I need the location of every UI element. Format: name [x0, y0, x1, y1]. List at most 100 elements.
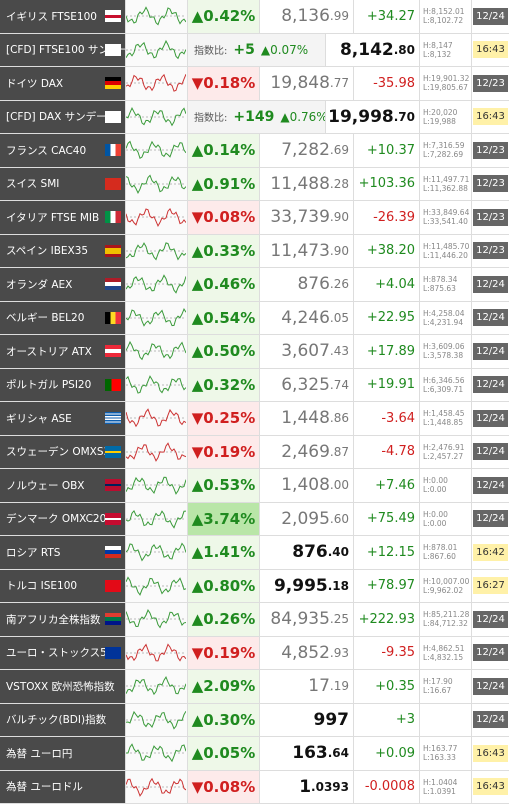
- table-row: デンマーク OMXC20 ▲3.74% 2,095.60 +75.49 H:0.00 L:…: [0, 502, 509, 536]
- price-diff: -35.98: [354, 67, 420, 100]
- date: 12/23: [473, 175, 508, 193]
- index-name: ロシア RTS: [0, 536, 126, 569]
- sparkline-chart: [126, 6, 186, 26]
- sparkline: [126, 603, 188, 636]
- index-name: オーストリア ATX: [0, 335, 126, 368]
- table-row: [CFD] FTSE100 サンデー 指数比: +5 ▲0.07% 8,142.80 H:…: [0, 33, 509, 67]
- name-text: スイス SMI: [6, 178, 60, 191]
- date: 16:43: [473, 41, 508, 59]
- date-cell: 12/24: [472, 637, 509, 670]
- high-low: H:85,211.28 L:84,712.32: [420, 603, 472, 636]
- sparkline: [126, 301, 188, 334]
- high: H:11,497.71: [423, 174, 470, 184]
- price-diff: +22.95: [354, 301, 420, 334]
- high-low: H:878.01 L:867.60: [420, 536, 472, 569]
- index-name: オランダ AEX: [0, 268, 126, 301]
- sparkline-chart: [126, 609, 186, 629]
- flag-icon: [105, 479, 121, 491]
- date: 16:42: [473, 543, 508, 561]
- date-cell: 12/24: [472, 402, 509, 435]
- price: 4,246.05: [260, 301, 354, 334]
- name-text: オーストリア ATX: [6, 345, 92, 358]
- index-name: ノルウェー OBX: [0, 469, 126, 502]
- high: H:0.00: [423, 476, 448, 486]
- name-text: トルコ ISE100: [6, 580, 78, 593]
- high-low: H:10,007.00 L:9,962.02: [420, 569, 472, 602]
- table-row: [CFD] DAX サンデー 指数比: +149 ▲0.76% 19,998.70 H:2…: [0, 100, 509, 134]
- low: L:0.00: [423, 485, 447, 495]
- sparkline-chart: [126, 208, 186, 228]
- date: 12/23: [473, 141, 508, 159]
- name-text: バルチック(BDI)指数: [6, 714, 107, 727]
- name-text: 南アフリカ全株指数: [6, 613, 101, 626]
- date: 12/24: [473, 476, 508, 494]
- ratio-value: +5: [233, 41, 255, 58]
- date-cell: 12/24: [472, 335, 509, 368]
- date: 12/23: [473, 208, 508, 226]
- high: H:33,849.64: [423, 208, 470, 218]
- low: L:4,231.94: [423, 317, 464, 327]
- change-pct: ▼0.08%: [188, 770, 260, 803]
- name-text: イタリア FTSE MIB: [6, 211, 100, 224]
- date: 12/24: [473, 275, 508, 293]
- sparkline: [126, 368, 188, 401]
- ratio-pct: ▲0.76%: [280, 109, 326, 124]
- high: H:878.34: [423, 275, 458, 285]
- flag-icon: [105, 546, 121, 558]
- flag-icon: [105, 278, 121, 290]
- index-name: ユーロ・ストックス50: [0, 636, 126, 669]
- name-text: スペイン IBEX35: [6, 245, 89, 258]
- ratio-label: 指数比:: [194, 113, 228, 125]
- sparkline-chart: [126, 74, 186, 93]
- date: 12/24: [473, 342, 508, 360]
- price-diff: +3: [354, 703, 420, 736]
- date-cell: 16:43: [472, 101, 509, 134]
- flag-icon: [105, 10, 121, 22]
- index-name: ドイツ DAX: [0, 67, 126, 100]
- price: 163.64: [260, 737, 354, 770]
- sparkline-chart: [126, 241, 186, 261]
- price: 876.26: [260, 268, 354, 301]
- change-pct: ▲0.50%: [188, 335, 260, 368]
- high: H:1,458.45: [423, 409, 465, 419]
- high: H:2,476.91: [423, 442, 465, 452]
- index-name: [CFD] DAX サンデー: [0, 100, 126, 133]
- date-cell: 12/24: [472, 670, 509, 703]
- ratio-value: +149: [233, 108, 275, 125]
- flag-icon: [105, 110, 121, 123]
- name-text: 為替 ユーロ円: [6, 747, 73, 760]
- flag-icon: [105, 244, 121, 257]
- index-name: VSTOXX 欧州恐怖指数: [0, 670, 126, 703]
- name-text: VSTOXX 欧州恐怖指数: [6, 680, 115, 693]
- price-diff: +78.97: [354, 569, 420, 602]
- name-text: デンマーク OMXC20: [6, 513, 107, 526]
- high-low: H:2,476.91 L:2,457.27: [420, 435, 472, 468]
- sparkline-chart: [126, 710, 186, 730]
- change-pct: ▼0.25%: [188, 402, 260, 435]
- high: H:85,211.28: [423, 610, 470, 620]
- change-pct: ▼0.18%: [188, 67, 260, 100]
- price: 8,142.80: [326, 33, 420, 66]
- sparkline: [126, 335, 188, 368]
- name-text: [CFD] DAX サンデー: [6, 111, 107, 124]
- sparkline: [126, 502, 188, 535]
- price: 33,739.90: [260, 201, 354, 234]
- price: 9,995.18: [260, 569, 354, 602]
- sparkline-chart: [126, 307, 186, 327]
- change-pct: ▲0.32%: [188, 368, 260, 401]
- price: 8,136.99: [260, 0, 354, 33]
- date: 12/24: [473, 610, 508, 628]
- sparkline-chart: [126, 106, 186, 127]
- index-name: 為替 ユーロドル: [0, 770, 126, 803]
- table-row: ギリシャ ASE ▼0.25% 1,448.86 -3.64 H:1,458.45 L:1…: [0, 402, 509, 436]
- high: H:19,901.32: [423, 74, 470, 84]
- high-low: H:11,485.70 L:11,446.20: [420, 234, 472, 267]
- low: L:16.67: [423, 686, 452, 696]
- high: H:1.0404: [423, 777, 458, 787]
- high-low: H:19,901.32 L:19,805.67: [420, 67, 472, 100]
- date: 12/24: [473, 677, 508, 695]
- high: H:20,020: [423, 107, 458, 117]
- date-cell: 12/24: [472, 603, 509, 636]
- date-cell: 16:27: [472, 570, 509, 603]
